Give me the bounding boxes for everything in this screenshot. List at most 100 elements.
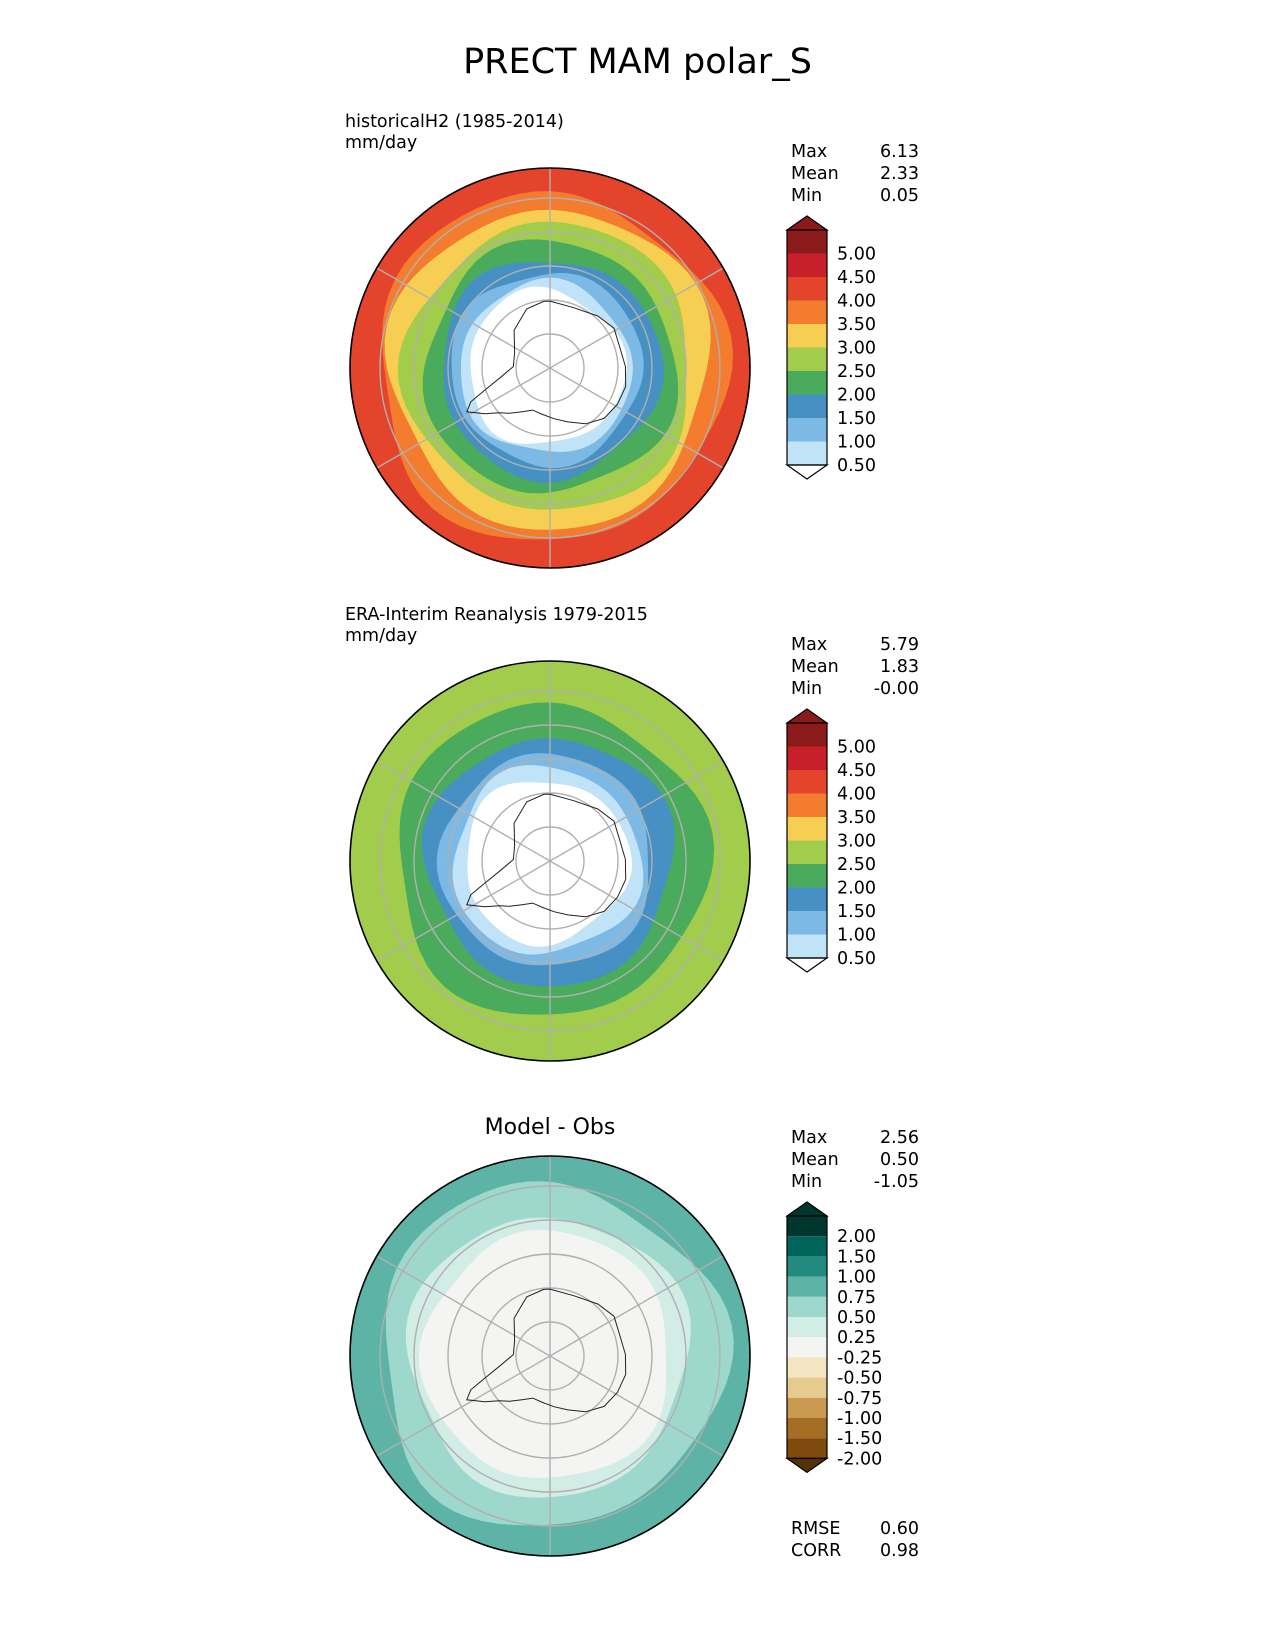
polar-map-diff — [349, 1155, 751, 1557]
stat-mean-label: Mean — [791, 164, 839, 184]
colorbar-tick-label: -1.00 — [837, 1409, 882, 1429]
colorbar-frame — [786, 1215, 828, 1459]
longitude-line — [376, 760, 551, 862]
colorbar-tick-label: 4.50 — [837, 268, 876, 288]
map-boundary — [349, 660, 751, 1062]
colorbar-extend-min — [785, 464, 829, 480]
corr-label: CORR — [791, 1541, 842, 1561]
colorbar-segment — [787, 371, 827, 395]
colorbar-segment — [787, 1397, 827, 1418]
colorbar-tick-label: 5.00 — [837, 245, 876, 265]
stat-mean-value: 1.83 — [880, 657, 919, 677]
stat-max-label: Max — [791, 142, 828, 162]
colorbar-segment — [787, 911, 827, 935]
colorbar-segment — [787, 817, 827, 841]
colorbar-tick-label: -1.50 — [837, 1429, 882, 1449]
colorbar-tick-label: 1.00 — [837, 926, 876, 946]
colorbar-segment — [787, 887, 827, 911]
colorbar-segment — [787, 1317, 827, 1338]
colorbar-tick-label: 3.00 — [837, 832, 876, 852]
colorbar-segment — [787, 1357, 827, 1378]
colorbar-segment — [787, 746, 827, 770]
coastline — [466, 300, 627, 425]
colorbar-frame — [786, 229, 828, 466]
stat-min-label: Min — [791, 1172, 823, 1192]
colorbar-tick-label: -0.50 — [837, 1369, 882, 1389]
longitude-line — [376, 1355, 551, 1457]
colorbar-segment — [787, 1438, 827, 1459]
colorbar-tick-label: 0.50 — [837, 1308, 876, 1328]
metrics-diff: RMSE 0.60 CORR 0.98 — [791, 1518, 919, 1562]
coastline — [466, 1288, 627, 1413]
longitude-line — [376, 860, 551, 962]
panel-model-units: mm/day — [345, 133, 418, 153]
colorbar-obs: 5.00 4.50 4.00 3.50 3.00 2.50 2.00 1.50 1.00 0.50 — [785, 708, 876, 973]
colorbar-segment — [787, 1256, 827, 1277]
stats-model: Max 6.13 Mean 2.33 Min 0.05 — [791, 141, 919, 207]
stat-mean-value: 0.50 — [880, 1150, 919, 1170]
panel-diff-title: Model - Obs — [484, 1115, 616, 1140]
stat-max-label: Max — [791, 635, 828, 655]
colorbar-segment — [787, 770, 827, 794]
corr-value: 0.98 — [880, 1541, 919, 1561]
colorbar-diff: 2.001.501.000.750.500.25-0.25-0.50-0.75-… — [785, 1201, 882, 1474]
stat-max-value: 6.13 — [880, 142, 919, 162]
longitude-line — [549, 367, 724, 469]
colorbar-extend-max — [785, 1201, 829, 1217]
stat-mean-label: Mean — [791, 1150, 839, 1170]
longitude-line — [549, 860, 724, 962]
colorbar-extend-min — [785, 1457, 829, 1474]
stat-max-label: Max — [791, 1128, 828, 1148]
longitude-line — [549, 1355, 724, 1457]
colorbar-segment — [787, 441, 827, 465]
colorbar-segment — [787, 723, 827, 747]
colorbar-segment — [787, 1216, 827, 1237]
colorbar-tick-label: 1.50 — [837, 409, 876, 429]
colorbar-tick-label: 2.00 — [837, 879, 876, 899]
colorbar-segment — [787, 1276, 827, 1297]
colorbar-tick-label: 1.00 — [837, 433, 876, 453]
colorbar-segment — [787, 864, 827, 888]
colorbar-tick-label: 0.25 — [837, 1328, 876, 1348]
colorbar-extend-max — [785, 708, 829, 724]
panel-obs-name: ERA-Interim Reanalysis 1979-2015 — [345, 605, 648, 625]
longitude-line — [549, 760, 724, 862]
longitude-line — [549, 267, 724, 369]
colorbar-tick-label: 0.50 — [837, 949, 876, 969]
colorbar-segment — [787, 230, 827, 254]
stat-min-value: -0.00 — [873, 679, 919, 699]
colorbar-tick-label: 1.50 — [837, 902, 876, 922]
field-band — [470, 286, 627, 444]
colorbar-segment — [787, 277, 827, 301]
colorbar-segment — [787, 934, 827, 958]
colorbar-segment — [787, 418, 827, 442]
longitude-line — [376, 267, 551, 369]
colorbar-tick-label: -2.00 — [837, 1449, 882, 1469]
colorbar-segment — [787, 793, 827, 817]
stat-mean-value: 2.33 — [880, 164, 919, 184]
panel-obs-title: ERA-Interim Reanalysis 1979-2015 mm/day — [345, 605, 648, 647]
colorbar-tick-label: 4.50 — [837, 761, 876, 781]
colorbar-tick-label: 0.50 — [837, 456, 876, 476]
panel-obs-units: mm/day — [345, 626, 418, 646]
colorbar-segment — [787, 300, 827, 324]
colorbar-tick-label: 2.50 — [837, 855, 876, 875]
map-boundary — [349, 1155, 751, 1557]
colorbar-tick-label: 2.00 — [837, 386, 876, 406]
stat-min-label: Min — [791, 186, 823, 206]
longitude-line — [376, 367, 551, 469]
map-boundary — [349, 167, 751, 569]
colorbar-frame — [786, 722, 828, 959]
panel-model-title: historicalH2 (1985-2014) mm/day — [345, 112, 564, 154]
colorbar-tick-label: 3.50 — [837, 808, 876, 828]
rmse-label: RMSE — [791, 1519, 841, 1539]
colorbar-model: 5.00 4.50 4.00 3.50 3.00 2.50 2.00 1.50 1.00 0.50 — [785, 215, 876, 480]
rmse-value: 0.60 — [880, 1519, 919, 1539]
panel-model-name: historicalH2 (1985-2014) — [345, 112, 564, 132]
colorbar-tick-label: 0.75 — [837, 1288, 876, 1308]
coastline — [466, 793, 627, 918]
colorbar-extend-max — [785, 215, 829, 231]
colorbar-segment — [787, 840, 827, 864]
stats-obs: Max 5.79 Mean 1.83 Min -0.00 — [791, 634, 919, 700]
stat-mean-label: Mean — [791, 657, 839, 677]
